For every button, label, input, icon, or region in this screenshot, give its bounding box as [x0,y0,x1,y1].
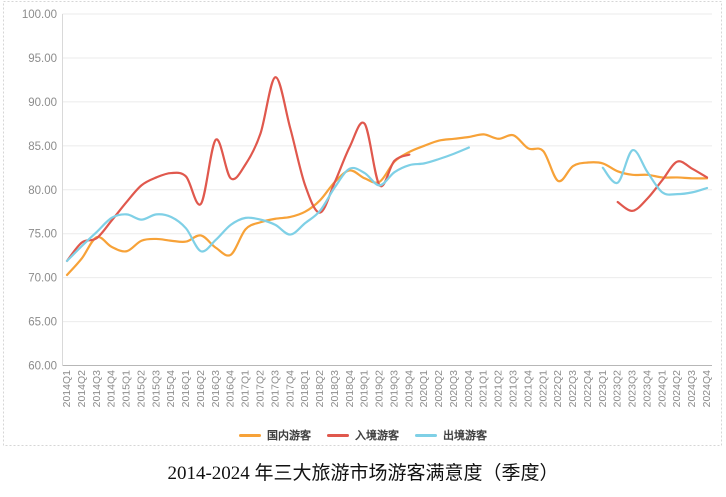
chart-frame [3,1,722,446]
x-axis-tick-label: 2021Q2 [493,370,505,408]
x-axis-tick-label: 2019Q1 [359,370,371,408]
x-axis-tick-label: 2024Q4 [701,370,713,408]
inbound-tourists-line [616,160,709,212]
x-axis-tick-label: 2018Q3 [329,370,341,408]
x-axis-tick-label: 2018Q1 [299,370,311,408]
x-axis-tick-label: 2018Q2 [314,370,326,408]
x-axis-tick-label: 2015Q4 [165,370,177,408]
x-axis-tick-label: 2016Q1 [180,370,192,408]
x-axis-tick-label: 2021Q3 [508,370,520,408]
x-axis-tick-label: 2023Q4 [641,370,653,408]
legend-label-inbound: 入境游客 [355,430,399,442]
x-axis-tick-label: 2017Q4 [284,370,296,408]
outbound-tourists-line [601,149,709,196]
x-axis-tick-label: 2018Q4 [344,370,356,408]
legend-label-domestic: 国内游客 [267,430,311,442]
y-axis-tick-label: 95.00 [28,53,57,65]
y-axis-tick-label: 60.00 [28,361,57,373]
y-axis-tick-label: 80.00 [28,185,57,197]
legend-item-outbound: 出境游客 [415,427,487,443]
x-axis-tick-label: 2016Q3 [210,370,222,408]
x-axis-tick-label: 2014Q2 [76,370,88,408]
outbound-tourists-line [65,146,470,263]
x-axis-tick-label: 2014Q3 [91,370,103,408]
x-axis-tick-label: 2023Q3 [627,370,639,408]
y-axis-tick-label: 70.00 [28,273,57,285]
x-axis-tick-label: 2024Q2 [671,370,683,408]
legend-item-domestic: 国内游客 [239,427,311,443]
x-axis-tick-label: 2021Q4 [522,370,534,408]
chart-legend: 国内游客 入境游客 出境游客 [0,427,726,443]
legend-item-inbound: 入境游客 [327,427,399,443]
x-axis-tick-label: 2020Q3 [448,370,460,408]
x-axis-tick-label: 2017Q3 [269,370,281,408]
legend-swatch-domestic [239,433,261,437]
x-axis-tick-label: 2021Q1 [478,370,490,408]
x-axis-tick-label: 2022Q4 [582,370,594,408]
x-axis-tick-label: 2015Q3 [150,370,162,408]
legend-label-outbound: 出境游客 [443,430,487,442]
y-axis-tick-label: 75.00 [28,229,57,241]
x-axis-tick-label: 2015Q1 [121,370,133,408]
x-axis-tick-label: 2017Q1 [240,370,252,408]
x-axis-tick-label: 2019Q4 [403,370,415,408]
inbound-tourists-line [65,76,411,263]
x-axis-tick-label: 2022Q2 [552,370,564,408]
x-axis-tick-label: 2017Q2 [254,370,266,408]
x-axis-tick-label: 2022Q1 [537,370,549,408]
x-axis-tick-label: 2020Q2 [433,370,445,408]
x-axis-tick-label: 2019Q2 [374,370,386,408]
x-axis-tick-label: 2015Q2 [135,370,147,408]
y-axis-tick-label: 85.00 [28,141,57,153]
x-axis-tick-label: 2023Q1 [597,370,609,408]
x-axis-tick-label: 2016Q4 [225,370,237,408]
x-axis-tick-label: 2020Q1 [418,370,430,408]
x-axis-tick-label: 2020Q4 [463,370,475,408]
y-axis-tick-label: 65.00 [28,317,57,329]
domestic-tourists-line [65,133,709,277]
x-axis-tick-label: 2024Q1 [656,370,668,408]
legend-swatch-inbound [327,433,349,437]
x-axis-tick-label: 2022Q3 [567,370,579,408]
x-axis-tick-label: 2014Q1 [61,370,73,408]
y-axis-tick-label: 90.00 [28,97,57,109]
satisfaction-line-chart: 100.00 95.00 90.00 85.00 80.00 75.00 70.00 65.0… [3,1,722,446]
y-axis-tick-label: 100.00 [22,9,57,21]
legend-swatch-outbound [415,433,437,437]
x-axis-tick-label: 2023Q2 [612,370,624,408]
x-axis-tick-label: 2014Q4 [106,370,118,408]
chart-caption: 2014-2024 年三大旅游市场游客满意度（季度） [167,463,559,484]
x-axis-tick-label: 2019Q3 [388,370,400,408]
x-axis-tick-label: 2016Q2 [195,370,207,408]
x-axis-tick-label: 2024Q3 [686,370,698,408]
